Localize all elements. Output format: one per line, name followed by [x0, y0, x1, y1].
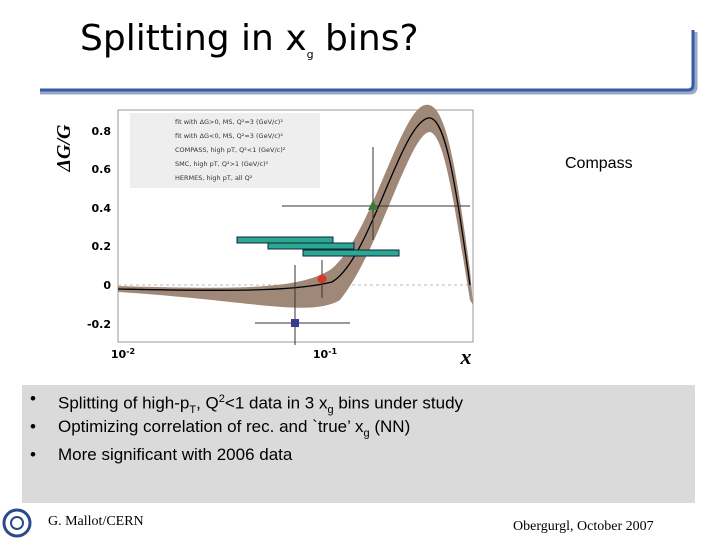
smc-point — [291, 319, 299, 327]
text-segment: Splitting of high-p — [58, 393, 190, 413]
annotation: Compass — [565, 155, 633, 172]
footer-left: G. Mallot/CERN — [48, 514, 144, 529]
xg-bin — [236, 236, 334, 244]
text-segment: bins under study — [333, 393, 464, 413]
title-frame — [40, 30, 695, 92]
text-segment: 2 — [218, 393, 225, 405]
x-tick-label: 10-1 — [313, 347, 338, 362]
legend-entry: fit with ΔG<0, MS, Q²=3 (GeV/c)² — [175, 132, 283, 140]
y-tick-label: 0.8 — [92, 125, 112, 138]
y-axis-label: ΔG/G — [53, 124, 75, 173]
legend-entry: COMPASS, high pT, Q²<1 (GeV/c)² — [175, 146, 286, 154]
x-axis-label: x — [460, 344, 472, 369]
text-segment: , Q — [196, 393, 219, 413]
legend-entry: fit with ΔG>0, MS, Q²=3 (GeV/c)² — [175, 118, 283, 126]
text-segment: 10 — [111, 348, 127, 361]
bullet: More significant with 2006 data — [22, 441, 695, 469]
text-segment: <1 data in 3 x — [224, 393, 328, 413]
y-tick-label: 0 — [103, 279, 111, 292]
text-segment: g — [363, 427, 370, 440]
text-segment: g — [327, 404, 334, 417]
bullet: Optimizing correlation of rec. and `true… — [22, 413, 695, 441]
text-segment: -2 — [126, 347, 135, 356]
legend-entry: SMC, high pT, Q²>1 (GeV/c)² — [175, 160, 269, 168]
hermes-point — [368, 200, 378, 210]
text-segment: More significant with 2006 data — [58, 445, 293, 464]
text-segment: -1 — [328, 347, 337, 356]
y-tick-label: -0.2 — [87, 318, 111, 331]
y-tick-label: 0.2 — [92, 240, 112, 253]
y-tick-label: 0.6 — [92, 163, 112, 176]
text-segment: 10 — [313, 348, 329, 361]
xg-bin — [302, 249, 400, 257]
fit-curve — [117, 117, 471, 291]
bullet: Splitting of high-pT, Q2<1 data in 3 xg … — [22, 385, 695, 417]
bullet-box: Splitting of high-pT, Q2<1 data in 3 xg … — [22, 385, 695, 503]
footer-right: Obergurgl, October 2007 — [513, 519, 654, 534]
legend-box — [130, 113, 320, 188]
cern-logo — [2, 508, 32, 538]
text-segment: Optimizing correlation of rec. and `true… — [58, 417, 364, 436]
y-tick-label: 0.4 — [92, 202, 112, 215]
legend-entry: HERMES, high pT, all Q² — [175, 174, 253, 182]
text-segment: Splitting in x — [80, 18, 307, 59]
xg-bin — [267, 242, 355, 250]
slide-title: Splitting in xg bins? — [80, 18, 419, 61]
compass-point — [317, 274, 327, 284]
text-segment: T — [189, 404, 197, 417]
text-segment: (NN) — [369, 417, 411, 436]
text-segment: g — [306, 48, 314, 62]
text-segment: bins? — [313, 18, 419, 59]
title-frame — [40, 32, 698, 95]
x-tick-label: 10-2 — [111, 347, 135, 362]
